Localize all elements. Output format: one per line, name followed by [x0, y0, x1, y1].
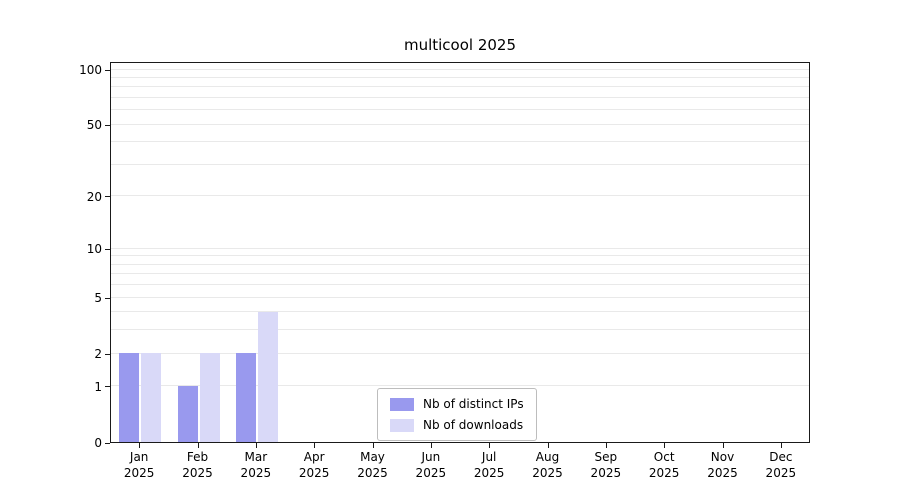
bar-feb-distinct-ips — [177, 385, 198, 442]
y-tick-mark — [105, 196, 110, 198]
gridline — [111, 273, 809, 275]
x-tick-mark — [722, 443, 724, 448]
legend-swatch-distinct-ips — [390, 397, 414, 411]
x-tick-label-jul: Jul 2025 — [473, 450, 505, 480]
bar-feb-downloads — [199, 353, 220, 442]
bar-jan-distinct-ips — [119, 353, 140, 442]
x-tick-mark — [489, 443, 491, 448]
y-tick-label: 100 — [79, 63, 102, 77]
legend-item-distinct-ips: Nb of distinct IPs — [390, 397, 524, 411]
bar-jan-downloads — [141, 353, 162, 442]
legend-label-downloads: Nb of downloads — [423, 418, 524, 432]
y-tick-mark — [105, 69, 110, 71]
legend: Nb of distinct IPs Nb of downloads — [377, 388, 537, 441]
x-tick-label-mar: Mar 2025 — [240, 450, 272, 480]
x-tick-mark — [314, 443, 316, 448]
gridline — [111, 263, 809, 265]
gridline — [111, 329, 809, 331]
chart-title: multicool 2025 — [403, 36, 517, 54]
gridline — [111, 68, 809, 70]
gridline — [111, 352, 809, 354]
x-tick-label-jun: Jun 2025 — [415, 450, 447, 480]
y-tick-label: 50 — [86, 118, 102, 133]
legend-item-downloads: Nb of downloads — [390, 418, 524, 432]
legend-swatch-downloads — [390, 418, 414, 432]
bar-mar-distinct-ips — [235, 353, 256, 442]
x-tick-label-aug: Aug 2025 — [532, 450, 563, 480]
y-tick-mark — [105, 353, 110, 355]
x-tick-mark — [664, 443, 666, 448]
y-tick-mark — [105, 124, 110, 126]
bar-mar-downloads — [257, 311, 278, 442]
y-tick-label: 5 — [94, 291, 102, 306]
y-tick-mark — [105, 248, 110, 250]
x-tick-label-oct: Oct 2025 — [648, 450, 680, 480]
y-tick-label: 1 — [94, 379, 102, 394]
gridline — [111, 385, 809, 387]
x-tick-label-sep: Sep 2025 — [590, 450, 622, 480]
x-tick-mark — [430, 443, 432, 448]
x-tick-label-apr: Apr 2025 — [298, 450, 330, 480]
gridline — [111, 123, 809, 125]
y-tick-mark — [105, 297, 110, 299]
y-tick-mark — [105, 386, 110, 388]
x-tick-mark — [780, 443, 782, 448]
gridline — [111, 311, 809, 313]
gridline — [111, 97, 809, 98]
plot-area — [110, 62, 810, 443]
y-tick-label: 2 — [94, 347, 102, 362]
x-tick-mark — [547, 443, 549, 448]
gridline — [111, 86, 809, 88]
x-tick-mark — [139, 443, 141, 448]
x-tick-mark — [197, 443, 199, 448]
gridline — [111, 76, 809, 78]
gridline — [111, 109, 809, 111]
gridline — [111, 255, 809, 257]
x-tick-mark — [605, 443, 607, 448]
gridline — [111, 163, 809, 165]
x-tick-label-dec: Dec 2025 — [765, 450, 797, 480]
y-tick-label: 20 — [86, 189, 102, 204]
x-tick-label-jan: Jan 2025 — [123, 450, 155, 480]
y-tick-label: 0 — [94, 436, 102, 450]
x-tick-mark — [255, 443, 257, 448]
gridline — [111, 284, 809, 286]
legend-label-distinct-ips: Nb of distinct IPs — [423, 397, 524, 411]
x-tick-label-nov: Nov 2025 — [707, 450, 738, 480]
y-tick-label: 10 — [86, 242, 102, 257]
gridline — [111, 141, 809, 143]
x-tick-mark — [372, 443, 374, 448]
x-tick-label-may: May 2025 — [357, 450, 388, 480]
gridline — [111, 247, 809, 249]
x-tick-label-feb: Feb 2025 — [182, 450, 213, 480]
gridline — [111, 195, 809, 197]
gridline — [111, 296, 809, 298]
y-tick-mark — [105, 442, 110, 444]
